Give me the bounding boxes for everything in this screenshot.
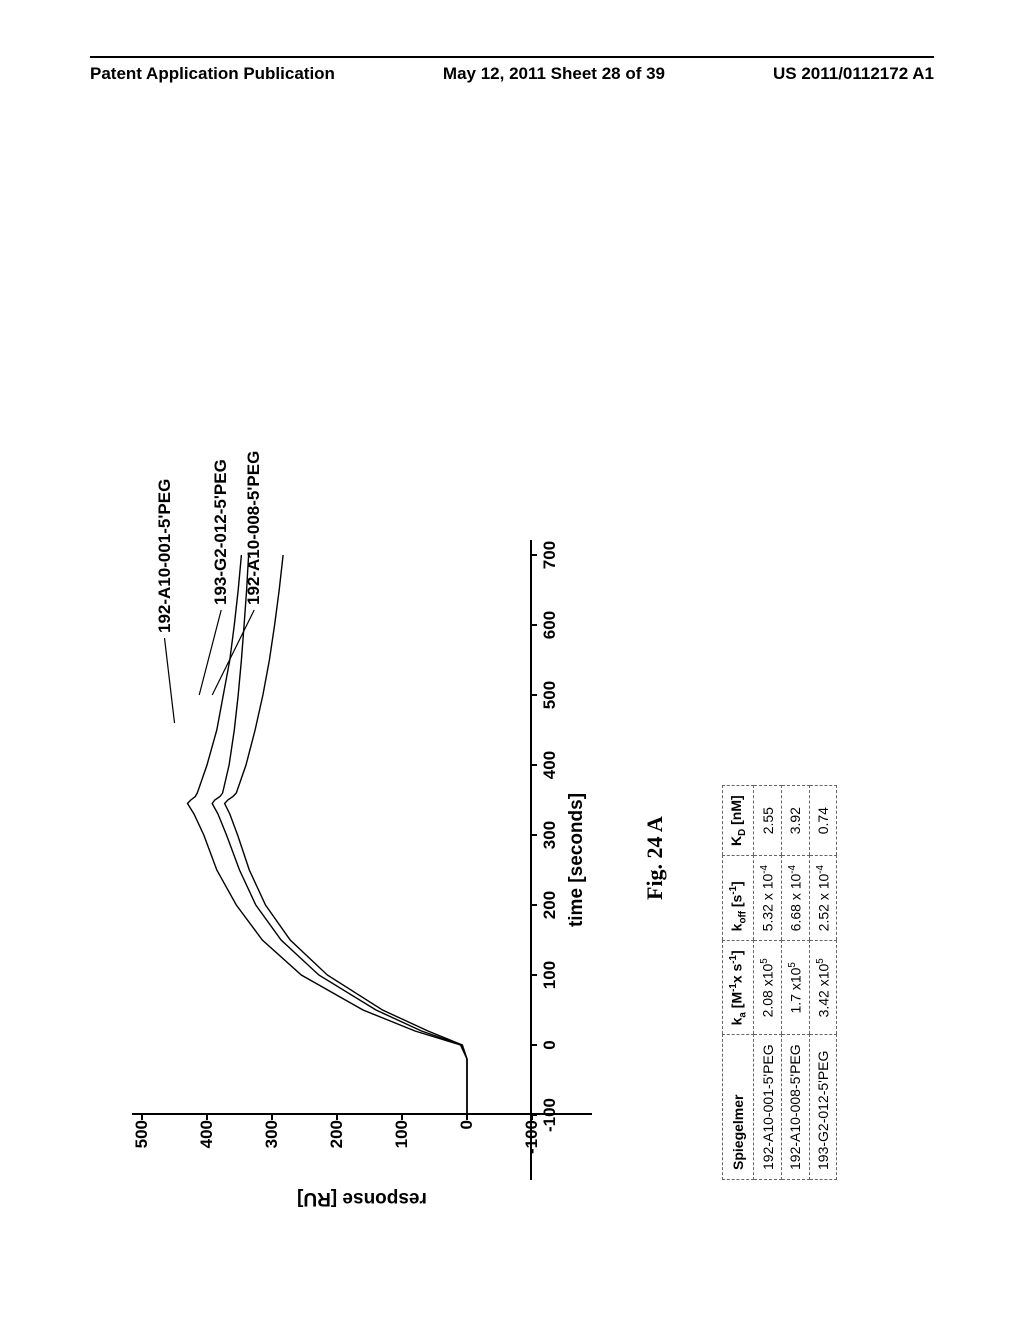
series-curve-0 (188, 555, 468, 1115)
y-tick-label: 0 (457, 1120, 477, 1170)
series-label-1: 193-G2-012-5'PEG (211, 459, 231, 605)
y-tick-label: 200 (327, 1120, 347, 1170)
col-koff: koff [s-1] (723, 855, 754, 940)
series-label-2: 192-A10-008-5'PEG (244, 451, 264, 605)
x-tick-label: 100 (540, 961, 560, 989)
cell-kd: 3.92 (782, 786, 810, 856)
cell-kd: 2.55 (754, 786, 782, 856)
x-tick-label: 300 (540, 821, 560, 849)
y-tick-label: 300 (262, 1120, 282, 1170)
x-tick-label: 500 (540, 681, 560, 709)
col-kd: KD [nM] (723, 786, 754, 856)
table-row: 193-G2-012-5'PEG3.42 x1052.52 x 10-40.74 (809, 786, 837, 1180)
header-center: May 12, 2011 Sheet 28 of 39 (443, 64, 665, 84)
x-tick-label: 600 (540, 611, 560, 639)
kinetics-table-body: 192-A10-001-5'PEG2.08 x1055.32 x 10-42.5… (754, 786, 837, 1180)
cell-koff: 6.68 x 10-4 (782, 855, 810, 940)
y-tick-label: 500 (132, 1120, 152, 1170)
y-axis-title: response [RU] (297, 1187, 427, 1209)
cell-spiegelmer: 192-A10-001-5'PEG (754, 1035, 782, 1180)
chart-curves (132, 553, 534, 1115)
table-header-row: Spiegelmer ka [M-1x s-1] koff [s-1] KD [… (723, 786, 754, 1180)
series-label-0: 192-A10-001-5'PEG (155, 479, 175, 633)
x-tick-label: 700 (540, 541, 560, 569)
cell-spiegelmer: 192-A10-008-5'PEG (782, 1035, 810, 1180)
spr-chart: -100 0 100 200 300 400 500 -100 0 100 200 300 400 50… (132, 540, 592, 1180)
cell-ka: 1.7 x105 (782, 941, 810, 1035)
col-ka: ka [M-1x s-1] (723, 941, 754, 1035)
cell-ka: 2.08 x105 (754, 941, 782, 1035)
cell-kd: 0.74 (809, 786, 837, 856)
x-tick-label: 200 (540, 891, 560, 919)
series-curve-2 (225, 555, 467, 1115)
header-left: Patent Application Publication (90, 64, 335, 84)
x-tick-label: 400 (540, 751, 560, 779)
table-row: 192-A10-008-5'PEG1.7 x1056.68 x 10-43.92 (782, 786, 810, 1180)
x-tick-label: 0 (540, 1040, 560, 1049)
cell-koff: 2.52 x 10-4 (809, 855, 837, 940)
table-row: 192-A10-001-5'PEG2.08 x1055.32 x 10-42.5… (754, 786, 782, 1180)
y-tick-label: -100 (522, 1120, 542, 1170)
kinetics-table: Spiegelmer ka [M-1x s-1] koff [s-1] KD [… (722, 785, 837, 1180)
cell-spiegelmer: 193-G2-012-5'PEG (809, 1035, 837, 1180)
col-spiegelmer: Spiegelmer (723, 1035, 754, 1180)
x-tick-label: -100 (540, 1098, 560, 1132)
page-header: Patent Application Publication May 12, 2… (0, 56, 1024, 84)
patent-page: Patent Application Publication May 12, 2… (0, 0, 1024, 1320)
figure-caption: Fig. 24 A (642, 816, 668, 900)
series-leader-0 (165, 638, 175, 723)
header-right: US 2011/0112172 A1 (773, 64, 934, 84)
x-axis-title: time [seconds] (566, 793, 588, 927)
y-tick-label: 400 (197, 1120, 217, 1170)
cell-koff: 5.32 x 10-4 (754, 855, 782, 940)
figure-rotated-stage: -100 0 100 200 300 400 500 -100 0 100 200 300 400 50… (102, 150, 922, 1250)
cell-ka: 3.42 x105 (809, 941, 837, 1035)
header-row: Patent Application Publication May 12, 2… (0, 58, 1024, 84)
y-tick-label: 100 (392, 1120, 412, 1170)
